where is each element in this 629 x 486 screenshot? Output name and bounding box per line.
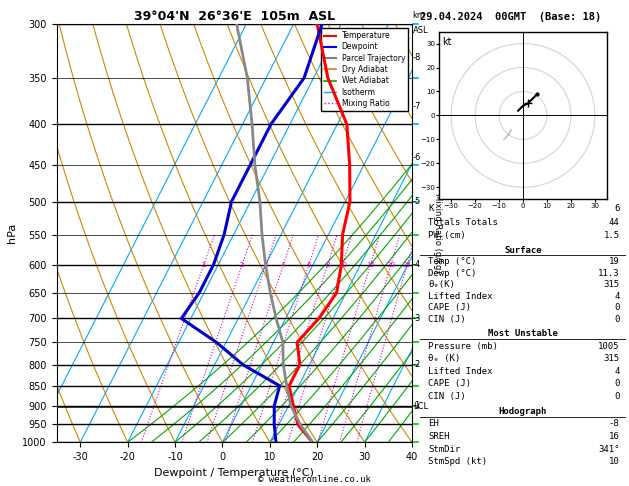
Text: 341°: 341° [598, 445, 620, 454]
Text: -7: -7 [413, 102, 421, 111]
Text: 1005: 1005 [598, 342, 620, 350]
Text: 315: 315 [604, 280, 620, 289]
Text: 10: 10 [338, 262, 347, 268]
Text: 15: 15 [366, 262, 375, 268]
Text: 0: 0 [615, 314, 620, 324]
Text: 0: 0 [615, 379, 620, 388]
Text: CIN (J): CIN (J) [428, 392, 466, 401]
X-axis label: Dewpoint / Temperature (°C): Dewpoint / Temperature (°C) [154, 468, 314, 478]
Text: 0: 0 [615, 303, 620, 312]
Text: -3: -3 [413, 314, 421, 323]
Text: CAPE (J): CAPE (J) [428, 379, 471, 388]
Text: 315: 315 [604, 354, 620, 363]
Text: θₑ (K): θₑ (K) [428, 354, 460, 363]
Text: -1: -1 [413, 401, 421, 410]
Text: Lifted Index: Lifted Index [428, 292, 493, 301]
Text: 29.04.2024  00GMT  (Base: 18): 29.04.2024 00GMT (Base: 18) [420, 12, 601, 22]
Text: -5: -5 [413, 197, 421, 206]
Text: Temp (°C): Temp (°C) [428, 257, 477, 266]
Text: 16: 16 [609, 432, 620, 441]
Text: km: km [413, 11, 426, 20]
Text: -8: -8 [609, 419, 620, 429]
Y-axis label: hPa: hPa [7, 223, 17, 243]
Text: CAPE (J): CAPE (J) [428, 303, 471, 312]
Text: Mixing Ratio (g/kg): Mixing Ratio (g/kg) [433, 193, 442, 273]
Title: 39°04'N  26°36'E  105m  ASL: 39°04'N 26°36'E 105m ASL [134, 10, 335, 23]
Text: 4: 4 [281, 262, 286, 268]
Text: Hodograph: Hodograph [499, 407, 547, 416]
Text: StmDir: StmDir [428, 445, 460, 454]
Text: Most Unstable: Most Unstable [488, 329, 558, 338]
Text: Dewp (°C): Dewp (°C) [428, 269, 477, 278]
Text: 6: 6 [615, 205, 620, 213]
Text: 10: 10 [609, 457, 620, 467]
Text: K: K [428, 205, 434, 213]
Text: -4: -4 [413, 260, 421, 269]
Text: 11.3: 11.3 [598, 269, 620, 278]
Text: ASL: ASL [413, 26, 428, 35]
Text: -6: -6 [413, 153, 421, 162]
Text: EH: EH [428, 419, 439, 429]
Text: 25: 25 [403, 262, 411, 268]
Text: PW (cm): PW (cm) [428, 231, 466, 240]
Text: 4: 4 [615, 292, 620, 301]
Text: 3: 3 [264, 262, 268, 268]
Text: 20: 20 [386, 262, 395, 268]
Text: 1.5: 1.5 [604, 231, 620, 240]
Text: 8: 8 [325, 262, 330, 268]
Text: 44: 44 [609, 218, 620, 227]
Text: 19: 19 [609, 257, 620, 266]
Text: 0: 0 [615, 392, 620, 401]
Text: 4: 4 [615, 366, 620, 376]
Text: 6: 6 [306, 262, 311, 268]
Text: θₑ(K): θₑ(K) [428, 280, 455, 289]
Text: 1: 1 [201, 262, 206, 268]
Text: Surface: Surface [504, 246, 542, 255]
Text: -8: -8 [413, 53, 421, 62]
Text: -2: -2 [413, 360, 421, 369]
Text: SREH: SREH [428, 432, 450, 441]
Legend: Temperature, Dewpoint, Parcel Trajectory, Dry Adiabat, Wet Adiabat, Isotherm, Mi: Temperature, Dewpoint, Parcel Trajectory… [321, 28, 408, 111]
Text: StmSpd (kt): StmSpd (kt) [428, 457, 487, 467]
Text: 2: 2 [240, 262, 244, 268]
Text: Totals Totals: Totals Totals [428, 218, 498, 227]
Text: LCL: LCL [413, 402, 428, 411]
Text: Pressure (mb): Pressure (mb) [428, 342, 498, 350]
Text: © weatheronline.co.uk: © weatheronline.co.uk [258, 474, 371, 484]
Text: kt: kt [443, 36, 452, 47]
Text: Lifted Index: Lifted Index [428, 366, 493, 376]
Text: CIN (J): CIN (J) [428, 314, 466, 324]
